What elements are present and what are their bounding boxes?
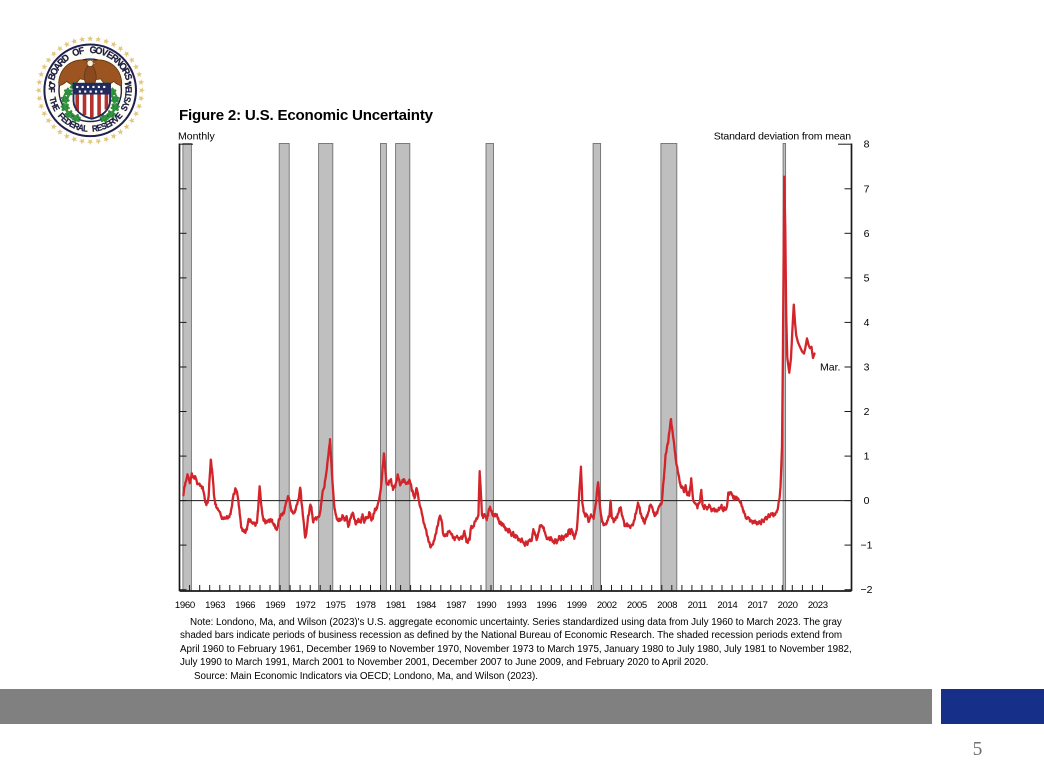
svg-text:M: M xyxy=(123,82,134,90)
svg-text:H: H xyxy=(48,99,60,108)
svg-text:E: E xyxy=(68,118,78,130)
svg-text:•: • xyxy=(44,80,56,85)
svg-text:1966: 1966 xyxy=(235,600,255,611)
svg-text:V: V xyxy=(110,113,121,125)
svg-text:R: R xyxy=(120,66,133,77)
svg-text:F: F xyxy=(47,88,58,93)
svg-text:1972: 1972 xyxy=(296,600,316,611)
svg-text:2008: 2008 xyxy=(657,600,677,611)
svg-text:•: • xyxy=(124,80,136,85)
svg-text:8: 8 xyxy=(864,139,870,151)
svg-text:1975: 1975 xyxy=(326,600,346,611)
svg-text:1981: 1981 xyxy=(386,600,406,611)
svg-text:E: E xyxy=(103,118,113,130)
svg-text:Mar.: Mar. xyxy=(820,362,840,374)
svg-text:F: F xyxy=(56,110,67,121)
svg-text:Standard deviation from mean: Standard deviation from mean xyxy=(714,131,852,143)
svg-text:V: V xyxy=(100,46,110,59)
svg-text:−1: −1 xyxy=(861,540,873,552)
svg-text:6: 6 xyxy=(864,228,870,240)
svg-text:E: E xyxy=(96,122,104,134)
svg-text:Monthly: Monthly xyxy=(178,131,216,143)
svg-text:2014: 2014 xyxy=(717,600,738,611)
svg-text:S: S xyxy=(99,120,108,132)
svg-text:−2: −2 xyxy=(861,584,873,596)
svg-text:D: D xyxy=(63,116,74,128)
svg-text:1990: 1990 xyxy=(476,600,496,611)
svg-text:2002: 2002 xyxy=(597,600,617,611)
svg-text:3: 3 xyxy=(864,362,870,374)
svg-text:A: A xyxy=(77,122,85,134)
svg-text:0: 0 xyxy=(864,495,870,507)
svg-text:R: R xyxy=(91,123,98,134)
svg-text:R: R xyxy=(107,116,118,128)
svg-text:2: 2 xyxy=(864,406,870,418)
svg-text:O: O xyxy=(46,82,57,90)
svg-text:1: 1 xyxy=(864,451,870,463)
svg-text:2023: 2023 xyxy=(808,600,828,611)
svg-text:1963: 1963 xyxy=(205,600,225,611)
svg-text:7: 7 xyxy=(864,183,870,195)
svg-text:1996: 1996 xyxy=(537,600,557,611)
svg-text:1984: 1984 xyxy=(416,600,437,611)
svg-text:4: 4 xyxy=(864,317,870,329)
svg-text:E: E xyxy=(113,110,125,121)
svg-text:L: L xyxy=(83,123,89,134)
svg-text:2020: 2020 xyxy=(778,600,798,611)
svg-text:E: E xyxy=(105,48,116,61)
svg-text:S: S xyxy=(118,103,130,113)
svg-text:2005: 2005 xyxy=(627,600,647,611)
svg-text:E: E xyxy=(123,87,134,93)
svg-text:2017: 2017 xyxy=(748,600,768,611)
svg-text:S: S xyxy=(122,72,135,81)
svg-text:1978: 1978 xyxy=(356,600,376,611)
svg-text:S: S xyxy=(122,95,134,103)
svg-text:R: R xyxy=(72,120,81,132)
svg-text:T: T xyxy=(47,96,59,104)
svg-text:G: G xyxy=(89,44,97,56)
svg-text:Y: Y xyxy=(120,99,132,108)
svg-text:O: O xyxy=(47,66,60,78)
svg-text:1993: 1993 xyxy=(506,600,526,611)
svg-text:5: 5 xyxy=(864,272,870,284)
svg-text:B: B xyxy=(45,72,58,82)
svg-text:2011: 2011 xyxy=(688,600,707,611)
svg-text:1999: 1999 xyxy=(567,600,587,611)
svg-text:O: O xyxy=(70,45,81,58)
svg-text:1960: 1960 xyxy=(175,600,195,611)
svg-text:E: E xyxy=(59,113,70,125)
svg-text:O: O xyxy=(94,44,103,57)
svg-text:T: T xyxy=(123,91,134,98)
svg-text:E: E xyxy=(50,103,62,113)
svg-text:1969: 1969 xyxy=(265,600,285,611)
svg-text:1987: 1987 xyxy=(446,600,466,611)
svg-text:F: F xyxy=(77,44,85,56)
